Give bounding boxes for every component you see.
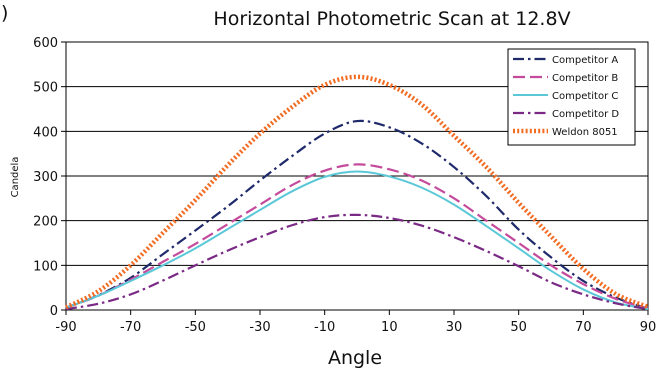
y-tick-label: 600	[33, 36, 58, 51]
plot-area-border	[65, 41, 649, 311]
corner-fragment: )	[1, 2, 9, 24]
y-tick-label: 100	[33, 259, 58, 274]
x-axis-label: Angle	[328, 347, 382, 369]
series-line-weldon-8051	[64, 74, 649, 310]
legend-box	[507, 48, 636, 146]
chart-title: Horizontal Photometric Scan at 12.8V	[213, 8, 570, 30]
x-tick-label: -90	[55, 320, 76, 335]
x-tick-label: 90	[640, 320, 657, 335]
x-tick-label: 10	[381, 320, 398, 335]
legend-label-competitor-a: Competitor A	[552, 55, 618, 66]
x-tick-label: 70	[575, 320, 592, 335]
legend-label-competitor-d: Competitor D	[552, 109, 619, 120]
y-axis-label: Candela	[10, 157, 21, 198]
y-tick-label: 400	[33, 125, 58, 140]
legend-label-competitor-c: Competitor C	[552, 91, 618, 102]
y-tick-label: 200	[33, 215, 58, 230]
legend-label-competitor-b: Competitor B	[552, 73, 618, 84]
x-tick-label: 30	[446, 320, 463, 335]
x-tick-label: -10	[314, 320, 335, 335]
x-tick-label: 50	[510, 320, 527, 335]
y-tick-label: 500	[33, 81, 58, 96]
series-line-competitor-a	[65, 119, 649, 310]
series-line-competitor-b	[65, 163, 649, 310]
y-tick-label: 0	[50, 304, 58, 319]
y-tick-label: 300	[33, 170, 58, 185]
series-line-competitor-d	[65, 213, 649, 311]
x-tick-label: -30	[249, 320, 270, 335]
x-tick-label: -50	[185, 320, 206, 335]
x-tick-label: -70	[120, 320, 141, 335]
series-line-competitor-c	[65, 170, 649, 311]
legend-label-weldon-8051: Weldon 8051	[552, 127, 618, 138]
